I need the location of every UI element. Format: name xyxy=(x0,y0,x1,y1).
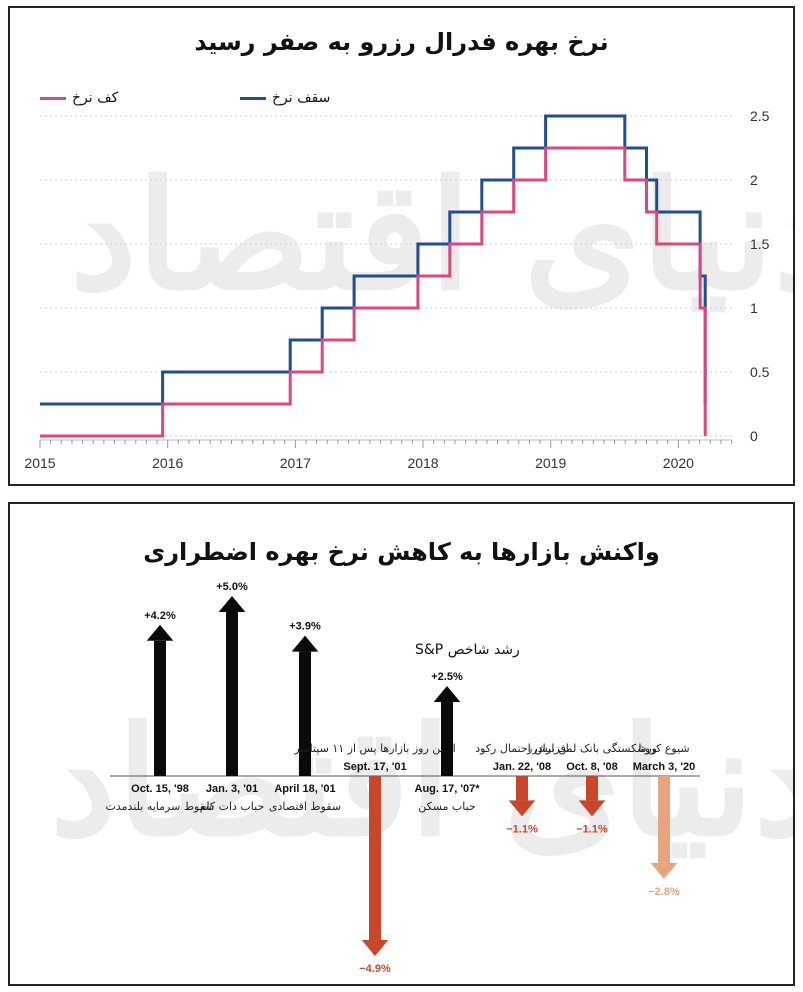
up-arrow-head xyxy=(291,635,319,652)
y-tick-label: 0.5 xyxy=(750,364,770,380)
legend-label-ceiling: سقف نرخ xyxy=(272,90,331,106)
x-tick-label: 2016 xyxy=(152,455,183,471)
event-description: ورشکستگی بانک لمن برادرز xyxy=(526,742,657,755)
y-tick-label: 2 xyxy=(750,172,758,188)
legend-item-floor: کف نرخ xyxy=(40,90,118,106)
y-tick-label: 0 xyxy=(750,428,758,444)
fed-rate-chart-panel: نرخ بهره فدرال رزرو به صفر رسید سقف نرخ … xyxy=(8,6,795,486)
market-reaction-panel: واکنش بازارها به کاهش نرخ بهره اضطراری د… xyxy=(8,502,795,986)
chart1-title: نرخ بهره فدرال رزرو به صفر رسید xyxy=(194,28,609,56)
value-label: +5.0% xyxy=(216,581,248,593)
up-arrow-shaft xyxy=(226,612,238,776)
legend-item-ceiling: سقف نرخ xyxy=(240,90,330,106)
event-date: March 3, '20 xyxy=(633,761,696,773)
event-date: Oct. 8, '08 xyxy=(566,761,618,773)
series-label: رشد شاخص S&P xyxy=(415,642,520,658)
down-arrow-head xyxy=(361,940,389,956)
up-arrow-shaft xyxy=(441,702,453,776)
event-description: اولین روز بازارها پس از ۱۱ سپتامبر xyxy=(293,742,455,755)
event-date: April 18, '01 xyxy=(274,783,335,795)
y-tick-label: 1.5 xyxy=(750,236,770,252)
up-arrow-shaft xyxy=(299,651,311,776)
market-arrow-chart: +4.2% Oct. 15, '98 سقوط سرمایه بلندمدت +5.0… xyxy=(106,581,700,975)
value-label: −2.8% xyxy=(648,886,680,898)
down-arrow-head xyxy=(650,862,678,879)
down-arrow-shaft xyxy=(586,776,598,801)
rate-line-chart: 0 0.5 1 1.5 2 2.5 2015 2016 2017 2018 2019 2020 xyxy=(24,108,770,471)
up-arrow-head xyxy=(433,686,461,702)
event-description: سقوط سرمایه بلندمدت xyxy=(106,800,215,813)
x-tick-label: 2018 xyxy=(407,455,438,471)
up-arrow-head xyxy=(218,596,246,612)
event-description: افزایش احتمال رکود xyxy=(475,742,569,755)
event-description: سقوط اقتصادی xyxy=(269,800,341,813)
value-label: −1.1% xyxy=(506,823,538,835)
up-arrow-shaft xyxy=(154,640,166,776)
event-date: Sept. 17, '01 xyxy=(343,761,406,773)
event-description: شیوع کرونا xyxy=(638,742,689,755)
y-tick-label: 2.5 xyxy=(750,108,770,124)
event-date: Jan. 3, '01 xyxy=(206,783,258,795)
value-label: −1.1% xyxy=(576,823,608,835)
down-arrow-shaft xyxy=(516,776,528,801)
event-description: حباب دات کام xyxy=(200,800,265,813)
down-arrow-head xyxy=(508,800,536,817)
down-arrow-shaft xyxy=(658,776,670,863)
y-tick-label: 1 xyxy=(750,300,758,316)
ceiling-rate-line xyxy=(40,114,707,406)
event-date: Oct. 15, '98 xyxy=(131,783,189,795)
event-description: حباب مسکن xyxy=(418,800,475,813)
legend-label-floor: کف نرخ xyxy=(72,90,119,106)
value-label: +3.9% xyxy=(289,621,321,633)
chart2-title: واکنش بازارها به کاهش نرخ بهره اضطراری xyxy=(143,538,660,566)
event-date: Aug. 17, '07* xyxy=(415,783,481,795)
value-label: +2.5% xyxy=(431,671,463,683)
up-arrow-head xyxy=(146,624,174,641)
event-date: Jan. 22, '08 xyxy=(493,761,551,773)
x-tick-label: 2017 xyxy=(280,455,311,471)
floor-rate-line xyxy=(40,146,707,438)
legend-swatch-ceiling xyxy=(240,96,266,100)
legend-swatch-floor xyxy=(40,96,66,100)
x-tick-label: 2019 xyxy=(535,455,566,471)
x-tick-label: 2015 xyxy=(24,455,55,471)
value-label: −4.9% xyxy=(359,963,391,975)
value-label: +4.2% xyxy=(144,610,176,622)
x-tick-label: 2020 xyxy=(663,455,694,471)
down-arrow-shaft xyxy=(369,776,381,940)
down-arrow-head xyxy=(578,800,606,817)
